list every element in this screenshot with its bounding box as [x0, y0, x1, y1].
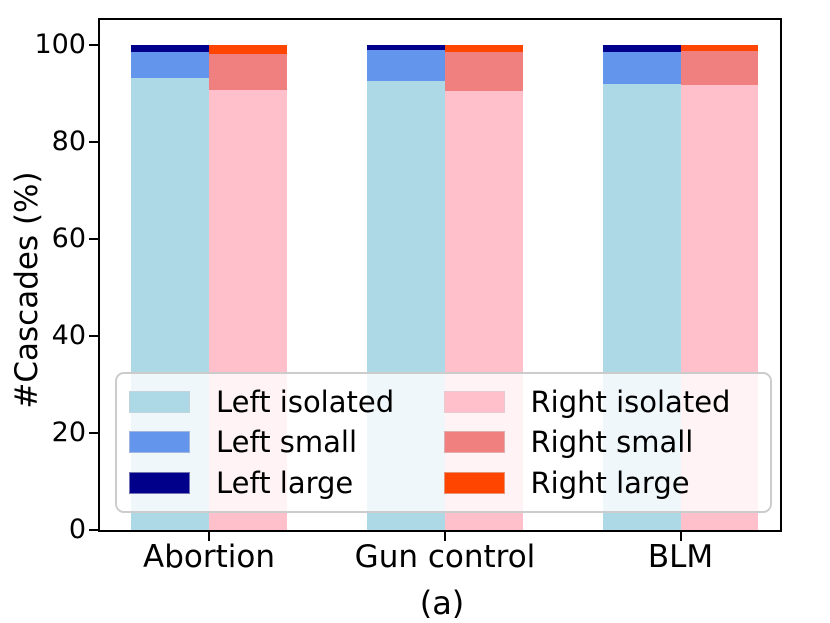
bar-segment [602, 45, 681, 52]
x-tick-label: BLM [647, 539, 714, 575]
legend-item: Right large [443, 465, 759, 500]
legend-item: Left large [129, 467, 444, 499]
legend: Left isolated Left small Left large Right i… [115, 372, 772, 513]
x-tick-label: Gun control [354, 539, 536, 575]
y-tick-label: 20 [51, 417, 86, 448]
y-tick-mark [89, 238, 98, 240]
y-axis-label: #Cascades (%) [9, 171, 45, 409]
legend-label: Left small [216, 425, 358, 460]
y-tick-label: 0 [68, 514, 86, 545]
bar-segment [445, 45, 523, 53]
legend-item: Left small [129, 426, 444, 458]
bar-segment [445, 52, 523, 92]
y-tick-label: 100 [34, 29, 86, 60]
legend-swatch [129, 431, 190, 454]
legend-swatch [129, 471, 190, 494]
x-tick-mark [444, 532, 446, 541]
bar-segment [209, 45, 287, 55]
legend-label: Left large [216, 465, 354, 500]
bar-segment [131, 52, 209, 78]
y-tick-label: 80 [51, 126, 86, 157]
x-tick-label: Abortion [143, 539, 275, 575]
y-tick-mark [89, 432, 98, 434]
y-tick-label: 40 [51, 320, 86, 351]
bar-segment [602, 51, 681, 85]
legend-label: Right isolated [530, 385, 731, 420]
y-tick-mark [89, 529, 98, 531]
legend-swatch [129, 391, 190, 414]
y-tick-mark [89, 141, 98, 143]
subplot-caption: (a) [419, 584, 465, 622]
legend-item: Right isolated [443, 385, 759, 420]
legend-item: Left isolated [129, 386, 444, 418]
bar-segment [680, 50, 759, 85]
y-tick-mark [89, 44, 98, 46]
bar-segment [680, 45, 759, 51]
legend-label: Right large [530, 465, 690, 500]
y-tick-mark [89, 335, 98, 337]
bar-segment [367, 49, 445, 81]
bar-segment [131, 45, 209, 53]
bar-segment [209, 54, 287, 91]
legend-swatch [443, 431, 505, 454]
legend-swatch [443, 471, 505, 494]
x-tick-mark [679, 532, 682, 541]
x-tick-mark [208, 532, 210, 541]
legend-swatch [443, 391, 505, 414]
legend-label: Left isolated [216, 385, 395, 420]
legend-label: Right small [530, 425, 694, 460]
y-tick-label: 60 [51, 223, 86, 254]
legend-item: Right small [443, 425, 759, 460]
bar-segment [367, 45, 445, 50]
